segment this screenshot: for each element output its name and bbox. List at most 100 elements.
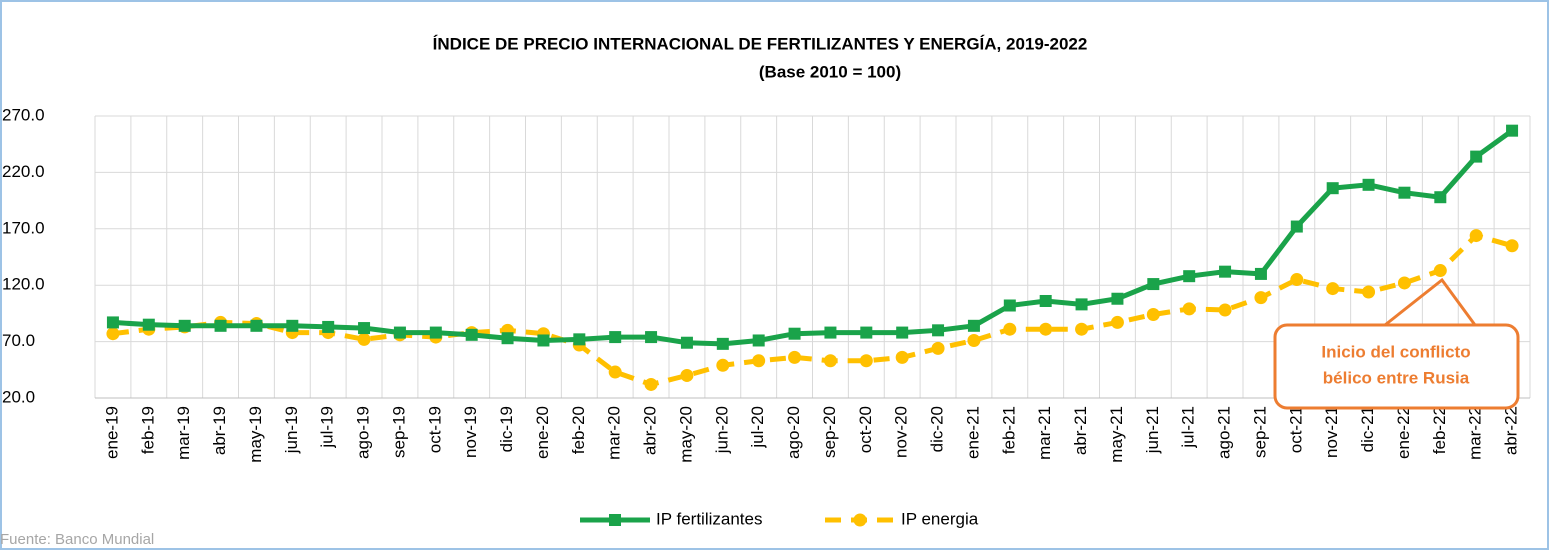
x-tick-label: dic-19 [497, 406, 516, 452]
x-tick-label: jun-20 [712, 406, 731, 454]
source: Fuente: Banco Mundial [0, 531, 154, 548]
marker [1398, 186, 1411, 199]
x-tick-label: feb-19 [138, 406, 157, 454]
marker [1219, 265, 1232, 278]
marker [1218, 303, 1232, 317]
marker [1434, 191, 1447, 204]
x-tick-label: sep-20 [820, 406, 839, 458]
x-tick-label: oct-19 [425, 406, 444, 453]
marker [788, 350, 802, 364]
x-tick-label: ene-19 [102, 406, 121, 459]
x-tick-label: ene-22 [1394, 406, 1413, 459]
marker [573, 333, 586, 346]
marker [322, 320, 335, 333]
marker [967, 333, 981, 347]
x-tick-label: abr-20 [641, 406, 660, 455]
series-line [112, 128, 1514, 347]
x-tick-label: may-21 [1107, 406, 1126, 463]
marker [286, 319, 299, 332]
x-tick-label: mar-19 [174, 406, 193, 460]
marker [1146, 308, 1160, 322]
marker [1075, 298, 1088, 311]
marker [823, 354, 837, 368]
x-tick-label: sep-19 [389, 406, 408, 458]
marker [537, 334, 550, 347]
x-tick-label: nov-21 [1322, 406, 1341, 458]
y-tick-label: 70.0 [2, 331, 35, 350]
marker [1326, 282, 1340, 296]
annotation-text: bélico entre Rusia [1323, 368, 1470, 387]
marker [932, 324, 945, 337]
x-tick-label: dic-20 [928, 406, 947, 452]
x-tick-label: feb-21 [999, 406, 1018, 454]
marker [1110, 315, 1124, 329]
marker [644, 377, 658, 391]
x-tick-label: feb-20 [569, 406, 588, 454]
marker [1254, 291, 1268, 305]
marker [1506, 124, 1519, 137]
marker [1039, 322, 1053, 336]
x-tick-label: jul-20 [748, 406, 767, 449]
x-tick-label: may-19 [246, 406, 265, 463]
marker [214, 319, 227, 332]
marker [501, 332, 514, 345]
marker [896, 326, 909, 339]
x-tick-label: may-20 [676, 406, 695, 463]
marker [1003, 299, 1016, 312]
x-tick-label: ago-21 [1215, 406, 1234, 459]
x-tick-label: ago-19 [354, 406, 373, 459]
marker [1003, 322, 1017, 336]
x-tick-label: jun-19 [282, 406, 301, 454]
marker [824, 326, 837, 339]
chart-title: ÍNDICE DE PRECIO INTERNACIONAL DE FERTIL… [433, 34, 1088, 53]
marker [1362, 285, 1376, 299]
marker [1290, 273, 1304, 287]
x-tick-label: abr-19 [210, 406, 229, 455]
marker [859, 354, 873, 368]
x-tick-label: jul-19 [318, 406, 337, 449]
marker [860, 326, 873, 339]
x-tick-label: feb-22 [1430, 406, 1449, 454]
marker [1075, 322, 1089, 336]
marker [609, 331, 622, 344]
x-tick-label: sep-21 [1250, 406, 1269, 458]
y-tick-label: 120.0 [2, 275, 45, 294]
marker [142, 318, 155, 331]
marker [1397, 276, 1411, 290]
marker [895, 350, 909, 364]
marker [752, 354, 766, 368]
y-tick-label: 270.0 [2, 105, 45, 124]
marker [106, 316, 119, 329]
marker [967, 319, 980, 332]
legend-marker [853, 513, 867, 527]
y-tick-label: 170.0 [2, 218, 45, 237]
legend-label: IP energia [901, 509, 979, 528]
marker [393, 326, 406, 339]
x-tick-label: jun-21 [1143, 406, 1162, 454]
x-tick-label: ene-21 [963, 406, 982, 459]
x-tick-label: oct-20 [856, 406, 875, 453]
marker [752, 334, 765, 347]
marker [1111, 292, 1124, 305]
x-tick-label: mar-20 [605, 406, 624, 460]
marker [1326, 182, 1339, 195]
marker [1469, 229, 1483, 243]
x-tick-label: abr-22 [1502, 406, 1521, 455]
x-tick-label: mar-22 [1466, 406, 1485, 460]
marker [358, 322, 371, 335]
x-tick-label: ene-20 [533, 406, 552, 459]
marker [1147, 278, 1160, 291]
marker [716, 337, 729, 350]
x-tick-label: abr-21 [1071, 406, 1090, 455]
marker [1362, 178, 1375, 191]
marker [1433, 264, 1447, 278]
marker [788, 327, 801, 340]
annotation-text: Inicio del conflicto [1321, 342, 1470, 361]
marker [931, 341, 945, 355]
y-tick-label: 20.0 [2, 387, 35, 406]
marker [1183, 270, 1196, 283]
callout-pointer [1384, 277, 1477, 327]
x-tick-label: nov-19 [461, 406, 480, 458]
y-tick-label: 220.0 [2, 162, 45, 181]
